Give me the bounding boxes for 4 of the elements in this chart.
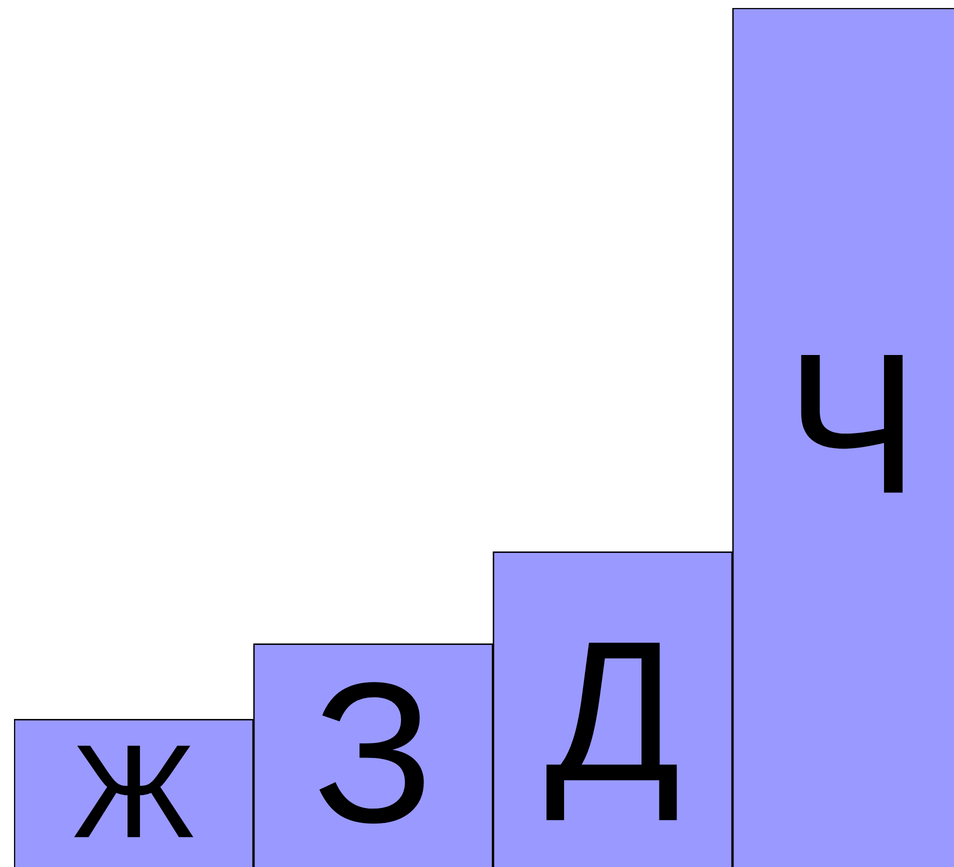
x-tick-label: Д [545,600,680,824]
x-tick-label: З [312,642,434,865]
x-tick-label: Ч [786,312,919,536]
x-tick-label: Ж [72,718,196,866]
